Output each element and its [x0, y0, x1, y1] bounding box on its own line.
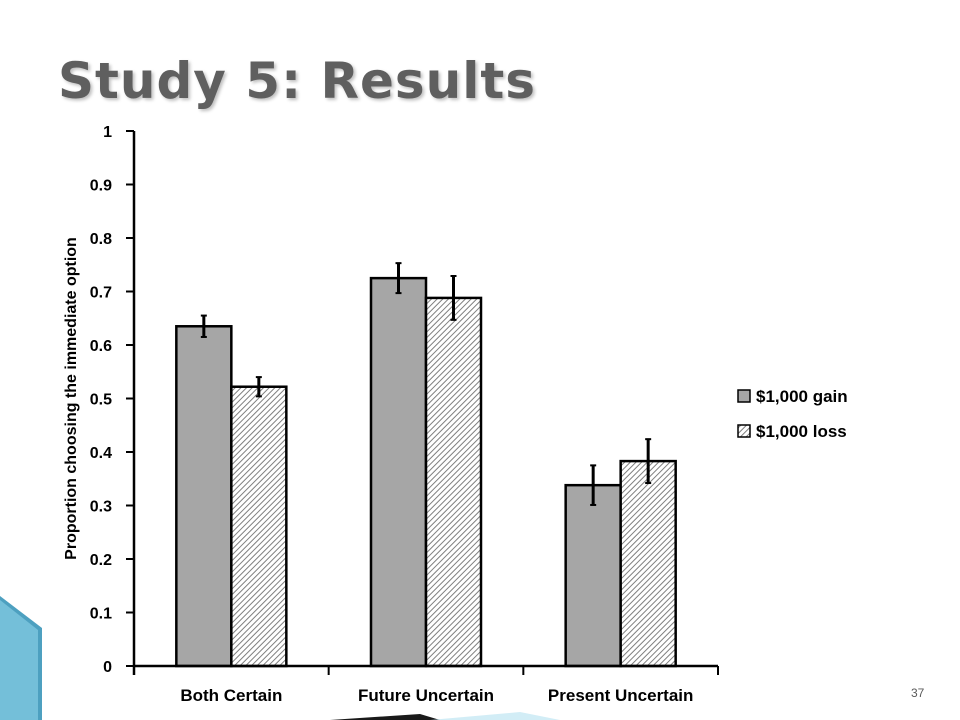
legend-swatch-gain: [737, 389, 751, 403]
y-tick-label: 0.5: [90, 392, 112, 409]
slide-number: 37: [911, 686, 925, 700]
x-tick-label: Present Uncertain: [548, 686, 694, 705]
y-tick-label: 0.8: [90, 231, 112, 248]
bar-loss-1: [424, 296, 483, 668]
bottom-dark-sliver: [330, 714, 440, 720]
legend-swatch-loss: [737, 424, 751, 438]
bar-gain-0: [175, 325, 233, 668]
bar-loss-2: [619, 459, 677, 668]
y-tick-label: 0.7: [90, 285, 112, 302]
y-tick-label: 0.2: [90, 552, 112, 569]
y-tick-label: 1: [103, 124, 112, 141]
bar-loss-0: [230, 385, 288, 668]
bottom-light-sliver: [430, 712, 560, 720]
x-tick-label: Both Certain: [180, 686, 282, 705]
corner-light-shape: [0, 600, 38, 720]
x-tick-label: Future Uncertain: [358, 686, 494, 705]
legend-label: $1,000 gain: [756, 387, 848, 406]
legend-label: $1,000 loss: [756, 422, 847, 441]
bar-gain-1: [369, 276, 428, 668]
y-axis-label: Proportion choosing the immediate option: [63, 237, 80, 560]
y-tick-label: 0.9: [90, 178, 112, 195]
y-tick-label: 0: [103, 659, 112, 676]
y-tick-label: 0.1: [90, 606, 112, 623]
y-tick-label: 0.4: [90, 445, 112, 462]
y-tick-label: 0.6: [90, 338, 112, 355]
y-tick-label: 0.3: [90, 499, 112, 516]
slide-title: Study 5: Results: [58, 52, 537, 110]
bar-gain-2: [564, 483, 622, 668]
